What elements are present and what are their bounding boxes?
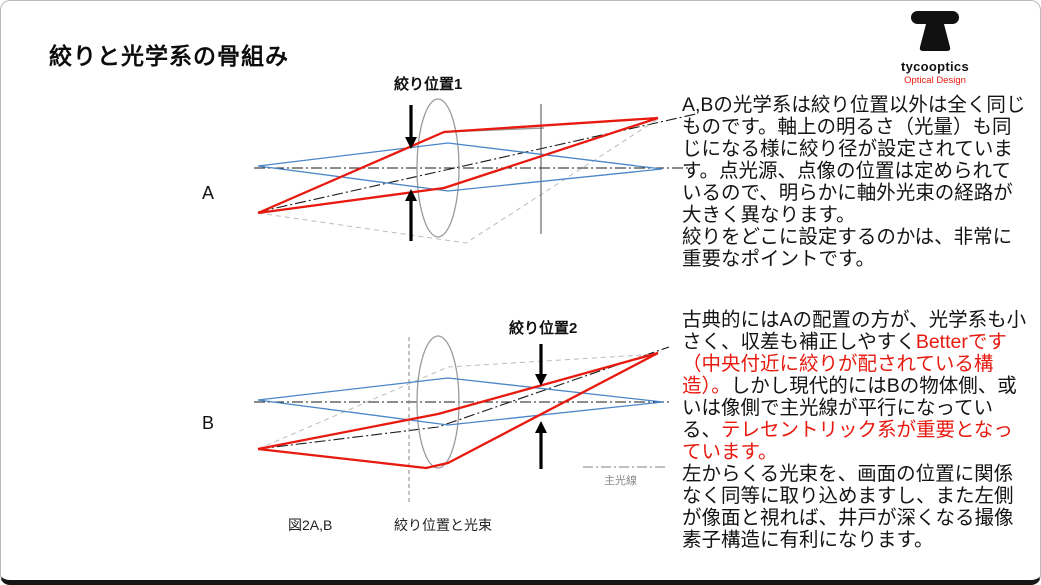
diagram-b [254,335,670,504]
figure-number: 図2A,B [288,517,333,533]
notes-paragraph-1: A,Bの光学系は絞り位置以外は全く同じものです。軸上の明るさ（光量）も同じになる… [682,94,1028,270]
notes-p1-part2: 絞りをどこに設定するのかは、非常に重要なポイントです。 [682,226,1013,270]
axial-ray-upper-a [257,142,663,170]
chief-ray-a [257,113,697,213]
aperture-2-label: 絞り位置2 [509,320,578,337]
logo-name: tycooptics [900,59,969,74]
chief-ray-legend-label: 主光線 [604,475,637,487]
diagram-b-label: B [202,413,215,433]
diagram-a [254,98,697,244]
diagram-a-label: A [202,183,215,203]
axial-ray-lower-a [257,165,663,192]
marginal-ray-lower-a [257,116,659,215]
lens-icon [911,11,959,51]
aperture-1-bottom-arrowhead [405,189,417,201]
notes-p2-part4-red: テレセントリック系が重要となっています。 [682,419,1013,463]
axial-ray-upper-b [257,377,664,403]
notes-p1-part1: A,Bの光学系は絞り位置以外は全く同じものです。軸上の明るさ（光量）も同じになる… [682,94,1026,226]
notes-paragraph-2: 古典的にはAの配置の方が、光学系も小さく、収差も補正しやすくBetterです（中… [682,309,1028,551]
logo-subtitle: Optical Design [904,75,966,86]
lens-b [416,335,460,469]
logo: tycooptics Optical Design [890,9,980,86]
aperture-2-arrows [535,344,547,469]
marginal-ray-lower-b [257,351,659,470]
notes-p2-part5: 左からくる光束を、画面の位置に関係なく同等に取り込めますし、また左側が像面と視れ… [682,463,1014,551]
notes-p2-part1: 古典的にはAの配置の方が、光学系も小さく、収差も補正しやすく [682,309,1027,353]
chief-ray-b [257,346,670,450]
aperture-2-bottom-arrowhead [535,421,547,433]
marginal-ray-upper-a [257,116,659,215]
page-title: 絞りと光学系の骨組み [49,43,289,69]
marginal-ray-upper-b [257,351,659,451]
notes-p2-part2-red: Betterです（中央付近に絞りが配されている構造）。 [682,331,1007,397]
aperture-1-top-arrowhead [405,137,417,149]
aperture-1-label: 絞り位置1 [394,76,463,93]
aperture-2-top-arrowhead [535,374,547,386]
axial-ray-lower-b [257,399,664,426]
figure-caption: 絞り位置と光束 [394,517,492,533]
aperture-1-arrows [405,105,417,241]
notes-p2-part3: しかし現代的にはBの物体側、或いは像側で主光線が平行になっている、 [682,375,1017,441]
lens-a [416,98,460,238]
